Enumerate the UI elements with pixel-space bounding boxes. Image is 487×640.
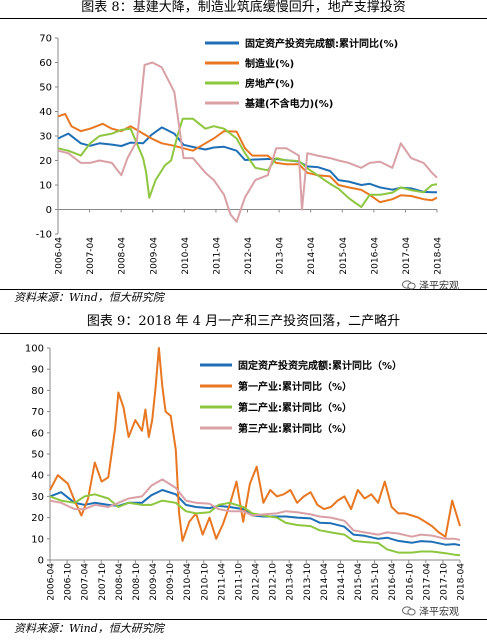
series-line-1 bbox=[49, 489, 461, 547]
series-line-2 bbox=[49, 347, 461, 542]
y-tick-label: 0 bbox=[46, 205, 52, 216]
x-tick-label: 2017-04 bbox=[402, 237, 412, 275]
y-tick-label: 50 bbox=[31, 450, 44, 461]
figure1-title: 图表 8：基建大降，制造业筑底缓慢回升，地产支撑投资 bbox=[81, 0, 406, 15]
x-tick-label: 2018-04 bbox=[457, 563, 467, 601]
x-tick-label: 2009-04 bbox=[149, 237, 159, 275]
x-tick-label: 2014-04 bbox=[307, 237, 317, 275]
x-tick-label: 2008-04 bbox=[118, 237, 128, 275]
series-line-4 bbox=[49, 478, 461, 541]
x-tick-label: 2010-04 bbox=[181, 237, 191, 275]
y-tick-label: 20 bbox=[31, 513, 44, 524]
figure1-top-divider bbox=[0, 18, 487, 19]
series-line-1 bbox=[57, 126, 437, 194]
figure1-logo: 泽平宏观 bbox=[402, 280, 459, 294]
x-tick-label: 2006-10 bbox=[64, 563, 74, 601]
y-tick-label: 60 bbox=[31, 428, 44, 439]
legend-label-3: 房地产(%) bbox=[245, 77, 294, 90]
figure1-source: 资料来源：Wind，恒大研究院 bbox=[14, 291, 164, 304]
y-tick-label: 80 bbox=[31, 386, 44, 397]
x-tick-label: 2015-04 bbox=[354, 563, 364, 601]
x-tick-label: 2006-04 bbox=[55, 237, 65, 275]
x-tick-label: 2010-04 bbox=[183, 563, 193, 601]
legend-label-4: 基建(不含电力)(%) bbox=[244, 97, 333, 110]
x-tick-label: 2006-04 bbox=[47, 563, 57, 601]
x-tick-label: 2014-10 bbox=[337, 563, 347, 601]
x-tick-label: 2012-04 bbox=[252, 563, 262, 601]
x-tick-label: 2013-10 bbox=[303, 563, 313, 601]
legend-label-1: 固定资产投资完成额:累计同比（%） bbox=[238, 359, 402, 372]
x-tick-label: 2008-10 bbox=[132, 563, 142, 601]
series-line-4 bbox=[57, 61, 438, 223]
y-tick-label: 30 bbox=[39, 132, 52, 143]
y-tick-label: 100 bbox=[25, 344, 44, 355]
x-tick-label: 2007-04 bbox=[81, 563, 91, 601]
figure2-logo: 泽平宏观 bbox=[402, 606, 459, 620]
y-tick-label: 20 bbox=[39, 156, 52, 167]
y-tick-label: 40 bbox=[39, 107, 52, 118]
x-tick-label: 2018-04 bbox=[434, 237, 444, 275]
y-tick-label: 10 bbox=[39, 181, 52, 192]
x-tick-label: 2015-10 bbox=[371, 563, 381, 601]
figure2-source-divider bbox=[0, 619, 487, 620]
x-tick-label: 2011-04 bbox=[212, 237, 222, 275]
x-tick-label: 2011-04 bbox=[217, 563, 227, 601]
x-tick-label: 2012-04 bbox=[244, 237, 254, 275]
y-tick-label: 40 bbox=[31, 471, 44, 482]
x-tick-label: 2008-04 bbox=[115, 563, 125, 601]
y-tick-label: 0 bbox=[38, 556, 44, 567]
chart-1-infrastructure-manufacturing-realestate: -10 0 10 20 30 40 50 60 70 2006-04 2007-04 2008-04 2… bbox=[36, 34, 444, 275]
y-tick-label: 50 bbox=[39, 83, 52, 94]
figure2-logo-text: 泽平宏观 bbox=[419, 607, 459, 618]
legend-label-2: 第一产业:累计同比（%） bbox=[238, 380, 352, 393]
series-line-3 bbox=[57, 117, 438, 209]
x-tick-label: 2017-04 bbox=[422, 563, 432, 601]
legend-label-3: 第二产业:累计同比（%） bbox=[238, 401, 352, 414]
x-tick-label: 2014-04 bbox=[320, 563, 330, 601]
series-line-3 bbox=[49, 493, 461, 557]
legend-label-1: 固定资产投资完成额:累计同比(%) bbox=[245, 37, 398, 50]
x-tick-label: 2010-10 bbox=[200, 563, 210, 601]
figure2-top-divider bbox=[0, 333, 487, 334]
x-tick-label: 2011-10 bbox=[234, 563, 244, 601]
y-tick-label: 70 bbox=[39, 34, 52, 45]
x-tick-label: 2012-10 bbox=[269, 563, 279, 601]
x-tick-label: 2015-04 bbox=[339, 237, 349, 275]
figure1-logo-text: 泽平宏观 bbox=[419, 281, 459, 292]
figure2-title: 图表 9：2018 年 4 月一产和三产投资回落，二产略升 bbox=[86, 314, 401, 329]
x-tick-label: 2017-10 bbox=[439, 563, 449, 601]
x-tick-label: 2013-04 bbox=[276, 237, 286, 275]
y-tick-label: 10 bbox=[31, 534, 44, 545]
x-tick-label: 2016-04 bbox=[370, 237, 380, 275]
chart-2-investment-by-industry: 0 10 20 30 40 50 60 70 80 90 100 2006-04 2006-10 2007… bbox=[25, 344, 467, 601]
y-tick-label: 60 bbox=[39, 58, 52, 69]
legend-label-2: 制造业(%) bbox=[245, 57, 294, 70]
figure2-source: 资料来源：Wind，恒大研究院 bbox=[14, 622, 164, 635]
legend-label-4: 第三产业:累计同比（%） bbox=[238, 422, 352, 435]
y-tick-label: -10 bbox=[36, 230, 52, 241]
wechat-icon bbox=[402, 280, 416, 290]
x-tick-label: 2009-10 bbox=[166, 563, 176, 601]
y-tick-label: 70 bbox=[31, 407, 44, 418]
x-tick-label: 2009-04 bbox=[149, 563, 159, 601]
x-tick-label: 2013-04 bbox=[286, 563, 296, 601]
wechat-icon bbox=[402, 606, 416, 616]
x-tick-label: 2016-04 bbox=[388, 563, 398, 601]
y-tick-label: 90 bbox=[31, 365, 44, 376]
series-line-2 bbox=[57, 112, 438, 204]
y-tick-label: 30 bbox=[31, 492, 44, 503]
figure1-source-divider bbox=[0, 289, 487, 290]
x-tick-label: 2007-10 bbox=[98, 563, 108, 601]
x-tick-label: 2016-10 bbox=[405, 563, 415, 601]
x-tick-label: 2007-04 bbox=[86, 237, 96, 275]
